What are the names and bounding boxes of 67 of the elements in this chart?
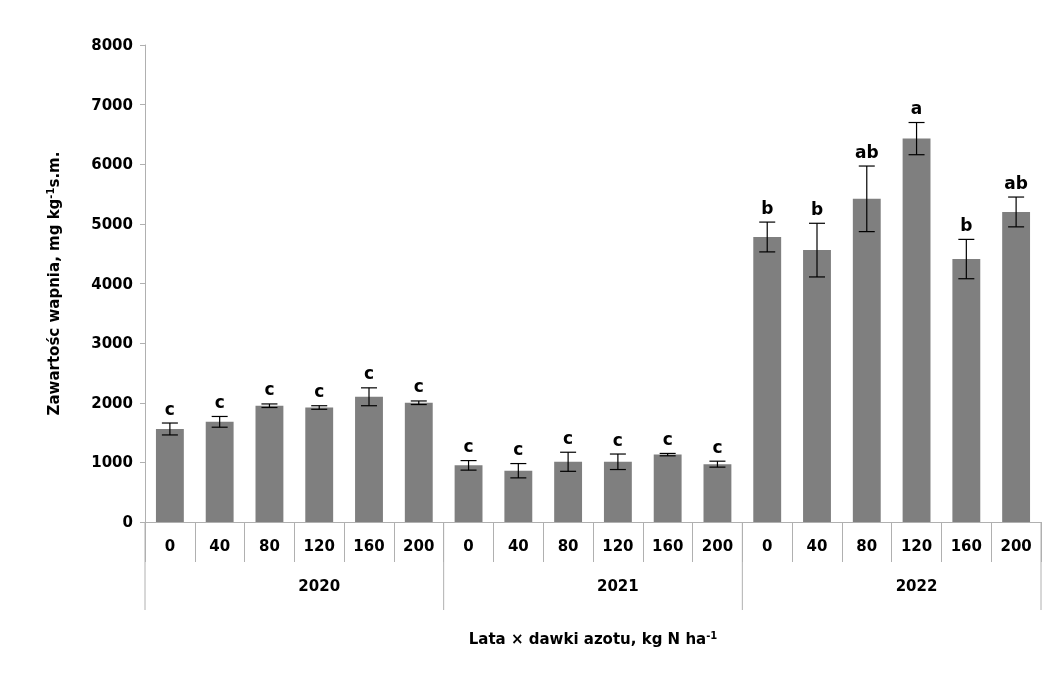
data-label: c — [463, 436, 474, 457]
data-label: c — [363, 363, 375, 384]
y-tick-label: 0 — [122, 513, 133, 531]
bar — [703, 464, 732, 522]
bar — [603, 461, 632, 522]
data-label: c — [264, 379, 275, 400]
x-tick-label: 120 — [303, 536, 335, 555]
data-label: c — [712, 436, 723, 457]
text: 2021 — [597, 577, 639, 595]
x-tick-label: 40 — [507, 536, 529, 555]
y-tick-label: 5000 — [91, 214, 133, 233]
data-label: ab — [1004, 172, 1028, 193]
bar — [155, 428, 184, 522]
data-label: c — [164, 398, 175, 419]
bar — [305, 407, 334, 522]
data-label: c — [563, 427, 574, 448]
bar — [1002, 211, 1031, 522]
x-tick-label: 80 — [259, 536, 280, 555]
y-tick-label: 1000 — [91, 453, 133, 472]
bar — [454, 465, 483, 522]
bar — [803, 250, 831, 522]
data-label: c — [612, 429, 623, 450]
x-tick-label: 200 — [1000, 536, 1032, 555]
x-tick-label: 40 — [806, 536, 828, 555]
data-label: c — [513, 439, 524, 460]
y-axis-title: Zawartośc wapnia, mg kg-1s.m. — [44, 151, 63, 416]
bar — [554, 461, 583, 522]
x-tick-label: 40 — [209, 536, 231, 555]
x-tick-label: 200 — [403, 536, 435, 555]
x-tick-label: 120 — [602, 536, 634, 555]
x-tick-label: 0 — [463, 536, 474, 555]
y-tick-label: 7000 — [91, 95, 133, 114]
y-tick-label: 4000 — [91, 274, 133, 293]
data-label: b — [960, 214, 973, 235]
x-tick-label: 0 — [164, 536, 176, 555]
x-tick-label: 120 — [900, 536, 933, 555]
bar — [504, 470, 533, 522]
x-tick-label: 80 — [557, 536, 579, 555]
data-label: c — [662, 428, 673, 449]
bar — [255, 405, 284, 522]
x-tick-label: 160 — [950, 536, 982, 555]
data-label: a — [910, 98, 923, 119]
y-tick-label: 2000 — [91, 393, 133, 412]
bar — [653, 454, 682, 522]
data-label: c — [214, 391, 225, 412]
bar — [404, 402, 433, 522]
x-tick-label: 80 — [856, 536, 878, 555]
bar — [952, 259, 981, 522]
text: 2020 — [298, 577, 341, 595]
text: 2022 — [895, 577, 938, 595]
bar — [753, 236, 782, 522]
bar — [852, 198, 881, 522]
data-label: ab — [854, 141, 879, 162]
bar — [902, 138, 931, 522]
y-tick-label: 6000 — [91, 155, 133, 174]
data-label: c — [413, 376, 424, 397]
x-tick-label: 0 — [762, 536, 773, 555]
x-tick-label: 160 — [353, 536, 385, 555]
data-label: c — [314, 381, 325, 402]
x-tick-label: 200 — [701, 536, 734, 555]
y-tick-label: 3000 — [91, 334, 133, 353]
data-label: b — [810, 198, 824, 219]
y-tick-label: 8000 — [91, 36, 133, 54]
bar — [205, 421, 234, 522]
bar — [355, 396, 383, 522]
x-tick-label: 160 — [652, 536, 684, 555]
data-label: b — [761, 197, 774, 218]
